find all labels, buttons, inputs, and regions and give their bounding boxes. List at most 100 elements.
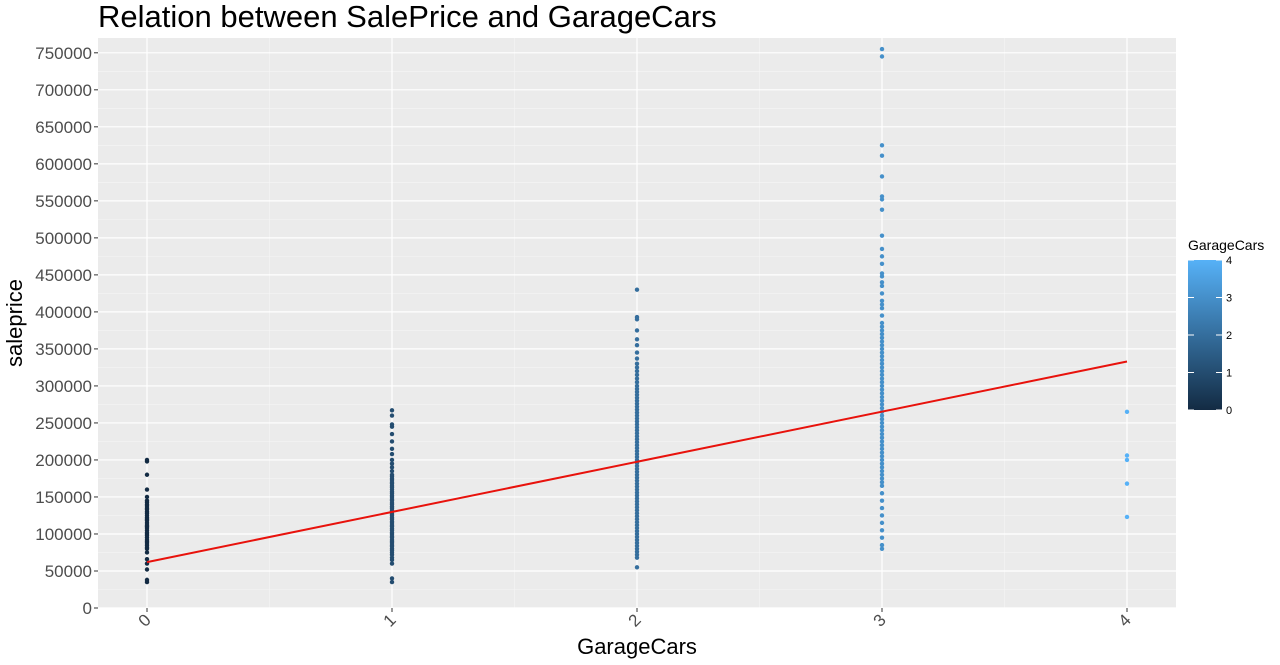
data-point xyxy=(879,442,885,448)
x-axis-title: GarageCars xyxy=(577,634,697,659)
data-point xyxy=(879,391,885,396)
data-point xyxy=(634,383,640,389)
y-tick-label: 750000 xyxy=(35,44,92,63)
colorbar-label: 0 xyxy=(1226,405,1232,417)
data-point xyxy=(1124,453,1130,458)
data-point xyxy=(879,420,885,426)
data-point xyxy=(879,324,885,329)
data-point xyxy=(879,298,885,303)
data-point xyxy=(634,380,640,385)
data-point xyxy=(1124,409,1130,415)
data-point xyxy=(634,343,640,348)
data-point xyxy=(879,505,885,511)
chart-title: Relation between SalePrice and GarageCar… xyxy=(98,0,717,34)
data-point xyxy=(879,357,885,363)
data-point xyxy=(879,302,885,307)
data-point xyxy=(879,283,885,289)
y-axis: 0 50000 100000 150000 200000 250000 300000 3500… xyxy=(35,44,98,618)
data-point xyxy=(879,435,885,440)
data-point xyxy=(1124,481,1130,486)
regression-line xyxy=(146,360,1128,564)
data-point xyxy=(879,331,885,337)
data-point xyxy=(879,313,885,318)
data-point xyxy=(879,372,885,378)
data-point xyxy=(879,365,885,370)
data-point xyxy=(879,54,885,59)
y-axis-title: saleprice xyxy=(2,279,27,367)
colorbar-label: 1 xyxy=(1226,368,1232,380)
data-point xyxy=(879,153,885,158)
data-point xyxy=(879,305,885,311)
data-point xyxy=(389,422,395,427)
data-point xyxy=(879,343,885,348)
y-tick-label: 550000 xyxy=(35,192,92,211)
data-point xyxy=(389,451,395,457)
data-point xyxy=(634,287,640,292)
data-point xyxy=(389,439,395,444)
data-point xyxy=(879,233,885,238)
y-tick-label: 700000 xyxy=(35,81,92,100)
data-point xyxy=(879,46,885,52)
data-point xyxy=(879,479,885,485)
data-point xyxy=(879,476,885,481)
data-point xyxy=(879,254,885,259)
data-point xyxy=(879,339,885,344)
colorbar-label: 4 xyxy=(1226,255,1232,267)
data-point xyxy=(879,405,885,411)
y-tick-label: 250000 xyxy=(35,414,92,433)
data-point xyxy=(144,577,150,583)
data-point xyxy=(879,207,885,212)
data-point xyxy=(1124,457,1130,463)
data-point xyxy=(879,261,885,266)
data-point xyxy=(879,280,885,285)
data-point xyxy=(634,372,640,378)
data-point xyxy=(879,542,885,548)
data-point xyxy=(389,431,395,437)
data-point xyxy=(879,328,885,333)
data-point xyxy=(879,291,885,296)
data-points xyxy=(144,46,1130,585)
data-point xyxy=(879,417,885,422)
data-point xyxy=(879,431,885,437)
data-point xyxy=(879,271,885,276)
data-point xyxy=(389,579,395,585)
data-point xyxy=(879,354,885,359)
y-tick-label: 150000 xyxy=(35,488,92,507)
y-tick-label: 0 xyxy=(83,599,92,618)
data-point xyxy=(879,246,885,252)
data-point xyxy=(1124,514,1130,520)
data-point xyxy=(144,556,150,562)
data-point xyxy=(879,528,885,533)
data-point xyxy=(879,454,885,459)
data-point xyxy=(634,314,640,320)
data-point xyxy=(144,494,150,500)
data-point xyxy=(879,350,885,355)
data-point xyxy=(879,394,885,400)
x-tick-label: 0 xyxy=(135,610,155,630)
data-point xyxy=(634,368,640,374)
y-tick-label: 300000 xyxy=(35,377,92,396)
x-tick-label: 1 xyxy=(380,610,400,630)
trend-line xyxy=(146,360,1128,564)
x-tick-label: 4 xyxy=(1115,610,1135,630)
data-point xyxy=(879,535,885,540)
data-point xyxy=(879,498,885,503)
data-point xyxy=(389,446,395,452)
data-point xyxy=(879,461,885,466)
data-point xyxy=(879,483,885,489)
data-point xyxy=(389,561,395,566)
data-point xyxy=(879,402,885,407)
data-point xyxy=(879,346,885,352)
data-point xyxy=(879,335,885,341)
y-tick-label: 50000 xyxy=(45,562,92,581)
data-point xyxy=(634,356,640,361)
color-legend: GarageCars 0 1 2 3 4 xyxy=(1188,237,1264,417)
data-point xyxy=(879,472,885,477)
data-point xyxy=(634,350,640,355)
data-point xyxy=(634,361,640,366)
data-point xyxy=(144,457,150,463)
data-point xyxy=(879,383,885,389)
y-tick-label: 350000 xyxy=(35,340,92,359)
y-tick-label: 600000 xyxy=(35,155,92,174)
